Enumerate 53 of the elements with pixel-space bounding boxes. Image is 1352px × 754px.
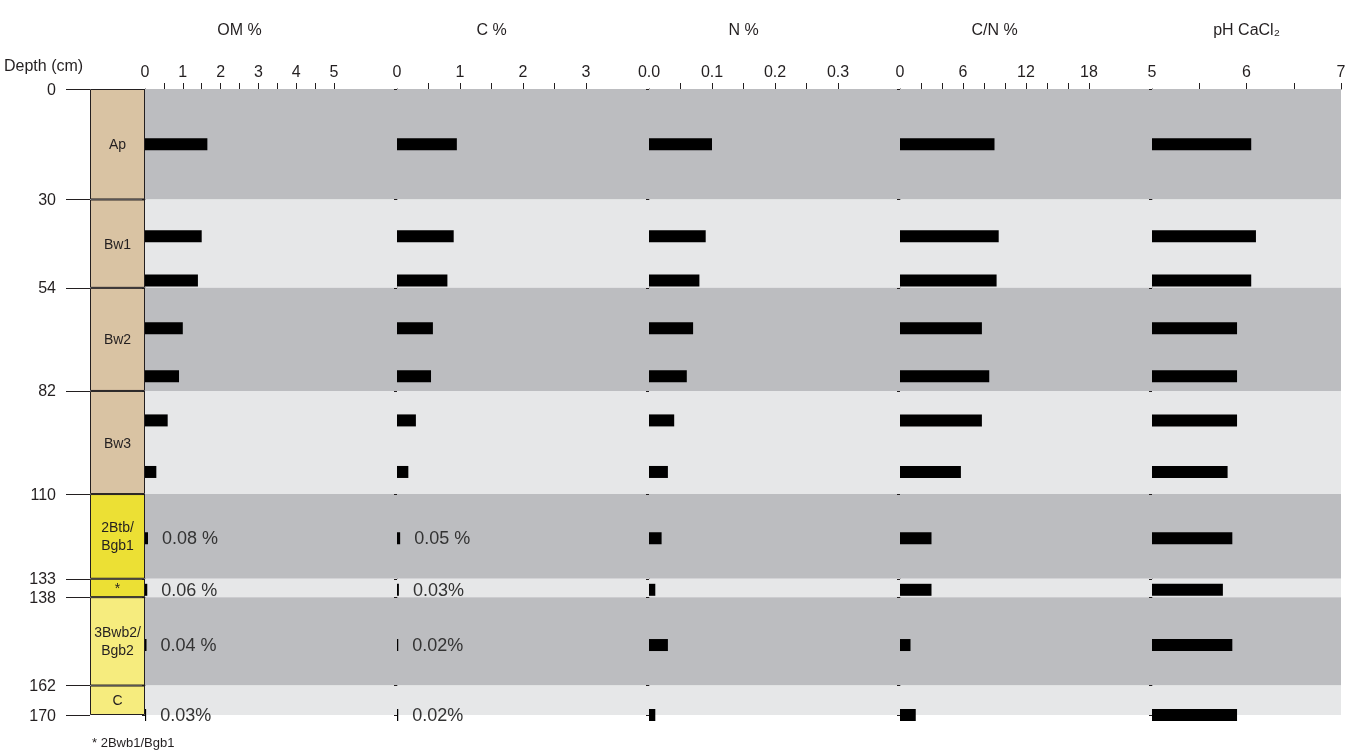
x-tick-label: 0 xyxy=(392,62,402,80)
data-label: 0.06 % xyxy=(161,579,218,600)
x-tick-label: 0.0 xyxy=(637,62,661,80)
data-label: 0.04 % xyxy=(160,635,217,656)
x-axis-title: C % xyxy=(476,20,507,38)
series-label: Bw2 xyxy=(103,331,132,348)
data-label: 0.02% xyxy=(412,635,464,656)
series-label: Bw3 xyxy=(103,434,132,451)
x-tick-label: 2 xyxy=(216,62,226,80)
x-tick-label: 0 xyxy=(895,62,905,80)
x-tick-label: 0 xyxy=(140,62,150,80)
x-axis-title: pH CaCl₂ xyxy=(1213,20,1280,38)
series-label: 3Bwb2/ Bgb2 xyxy=(94,624,141,659)
series-label: Bw1 xyxy=(103,235,132,252)
data-label: 0.03% xyxy=(412,579,464,600)
x-tick-label: 1 xyxy=(455,62,465,80)
data-label: 0.02% xyxy=(412,705,464,725)
x-tick-label: 3 xyxy=(253,62,263,80)
y-tick-label: 82 xyxy=(38,382,57,400)
series-label: Ap xyxy=(108,136,127,153)
x-axis-title: N % xyxy=(728,20,759,38)
data-label: 0.08 % xyxy=(162,528,219,549)
x-tick-label: 6 xyxy=(1242,62,1252,80)
series-label: C xyxy=(112,692,123,709)
x-tick-label: 0.3 xyxy=(826,62,850,80)
x-tick-label: 12 xyxy=(1017,62,1035,80)
x-axis-title: C/N % xyxy=(971,20,1018,38)
x-tick-label: 18 xyxy=(1080,62,1098,80)
x-tick-label: 5 xyxy=(329,62,339,80)
text: * 2Bwb1/Bgb1 xyxy=(92,734,175,750)
data-label: 0.03% xyxy=(160,705,212,725)
x-tick-label: 6 xyxy=(958,62,968,80)
y-axis-title: Depth (cm) xyxy=(4,56,84,74)
y-tick-label: 54 xyxy=(38,279,57,297)
y-tick-label: 110 xyxy=(30,485,57,503)
legend-label: * xyxy=(114,579,121,596)
x-tick-label: 0.2 xyxy=(763,62,787,80)
data-label: 0.05 % xyxy=(414,528,471,549)
series-label: 2Btb/ Bgb1 xyxy=(101,519,135,554)
y-tick-label: 138 xyxy=(29,588,57,606)
y-tick-label: 0 xyxy=(47,80,57,98)
y-tick-label: 162 xyxy=(29,677,57,695)
x-axis-title: OM % xyxy=(217,20,262,38)
x-tick-label: 2 xyxy=(518,62,528,80)
x-tick-label: 1 xyxy=(178,62,188,80)
y-tick-label: 133 xyxy=(29,570,57,588)
y-tick-label: 170 xyxy=(29,706,57,724)
y-tick-label: 30 xyxy=(38,190,57,208)
x-tick-label: 5 xyxy=(1147,62,1157,80)
x-tick-label: 4 xyxy=(291,62,301,80)
x-tick-label: 3 xyxy=(581,62,591,80)
x-tick-label: 0.1 xyxy=(700,62,724,80)
x-tick-label: 7 xyxy=(1336,62,1346,80)
